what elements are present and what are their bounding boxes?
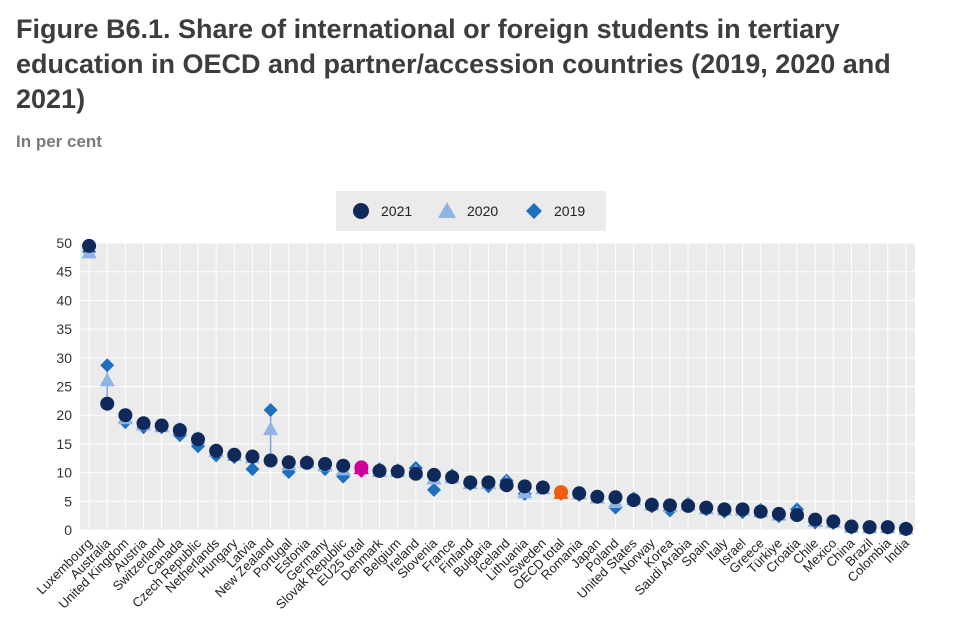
point-2021	[644, 497, 659, 512]
point-2019	[245, 462, 260, 477]
point-2021	[172, 423, 187, 438]
data-marks	[81, 238, 914, 537]
legend-marker-2019	[526, 203, 542, 219]
point-2021	[227, 447, 242, 462]
y-tick-label: 50	[56, 235, 72, 251]
point-2021	[499, 478, 514, 493]
y-tick-label: 5	[64, 493, 72, 509]
point-2021	[898, 521, 913, 536]
point-2021	[608, 490, 623, 505]
point-2021	[190, 432, 205, 447]
gridlines	[80, 242, 915, 531]
y-tick-label: 15	[56, 436, 72, 452]
point-2021	[717, 502, 732, 517]
point-2021	[318, 456, 333, 471]
chart-title: Figure B6.1. Share of international or f…	[16, 14, 891, 114]
point-2021	[790, 508, 805, 523]
y-tick-label: 20	[56, 407, 72, 423]
legend-label: 2020	[467, 203, 498, 219]
point-2021	[390, 464, 405, 479]
legend-marker-2021	[353, 203, 369, 219]
point-2021	[681, 498, 696, 513]
point-2019	[426, 482, 441, 497]
point-2021	[626, 493, 641, 508]
y-tick-label: 35	[56, 321, 72, 337]
legend-label: 2019	[554, 203, 585, 219]
point-2021	[154, 418, 169, 433]
point-2021	[753, 504, 768, 519]
point-2021	[590, 489, 605, 504]
point-2021	[299, 455, 314, 470]
point-2021	[662, 498, 677, 513]
point-2021	[209, 443, 224, 458]
point-2020	[262, 421, 279, 436]
legend-marker-2020	[438, 202, 456, 218]
point-2021	[463, 475, 478, 490]
legend-label: 2021	[381, 203, 412, 219]
point-2021	[826, 514, 841, 529]
chart-subtitle: In per cent	[16, 132, 102, 151]
y-tick-label: 45	[56, 264, 72, 280]
point-2021	[844, 519, 859, 534]
point-2021	[771, 506, 786, 521]
point-2021	[862, 520, 877, 535]
legend-box	[336, 191, 606, 231]
point-2019	[263, 403, 278, 418]
point-2021	[354, 460, 369, 475]
point-2021	[100, 396, 115, 411]
y-axis: 0 5 10 15 20 25 30 35 40 45 50	[56, 235, 72, 538]
point-2021	[517, 479, 532, 494]
point-2021	[82, 238, 97, 253]
point-2021	[808, 512, 823, 527]
point-2021	[336, 458, 351, 473]
point-2021	[408, 466, 423, 481]
point-2021	[263, 453, 278, 468]
point-2021	[699, 500, 714, 515]
point-2021	[554, 485, 569, 500]
point-2021	[445, 470, 460, 485]
point-2021	[535, 480, 550, 495]
point-2021	[572, 486, 587, 501]
y-tick-label: 0	[64, 522, 72, 538]
point-2021	[281, 455, 296, 470]
point-2021	[372, 463, 387, 478]
y-tick-label: 30	[56, 350, 72, 366]
point-2021	[880, 520, 895, 535]
point-2021	[245, 449, 260, 464]
point-2021	[735, 502, 750, 517]
point-2021	[481, 475, 496, 490]
y-tick-label: 25	[56, 379, 72, 395]
point-2021	[136, 416, 151, 431]
point-2020	[99, 372, 115, 387]
point-2021	[426, 467, 441, 482]
legend: 2021 2020 2019	[336, 191, 606, 231]
y-tick-label: 40	[56, 292, 72, 308]
y-tick-label: 10	[56, 465, 72, 481]
point-2021	[118, 408, 133, 423]
point-2019	[100, 358, 115, 373]
